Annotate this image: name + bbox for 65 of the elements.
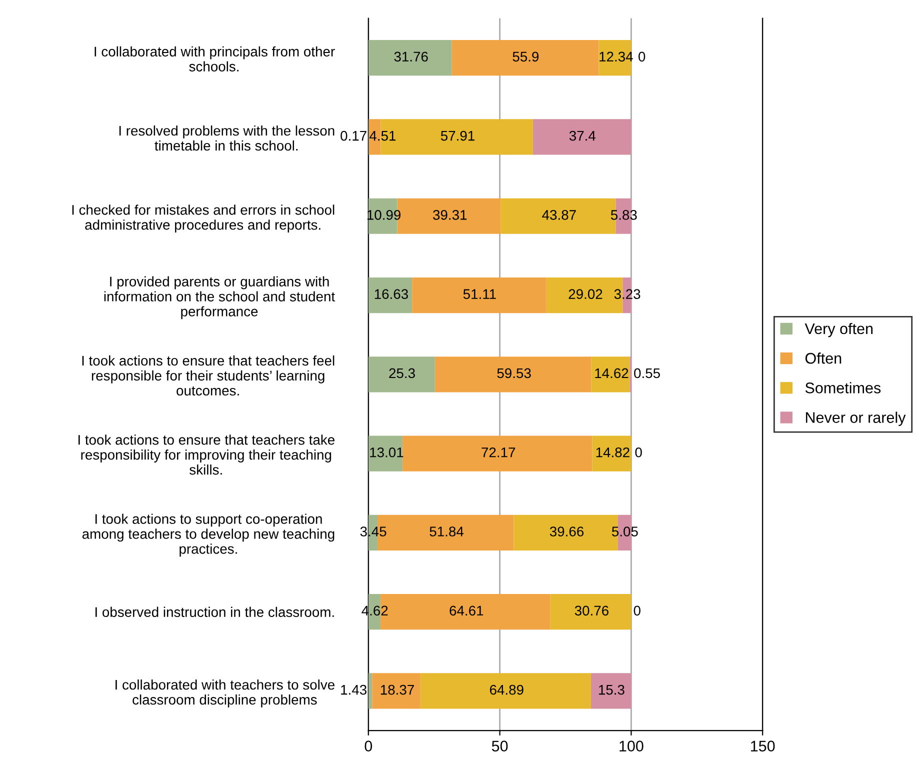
y-tick-label: I provided parents or guardians with information on the school and student performance	[104, 276, 335, 320]
y-tick-label: I collaborated with teachers to solve classroom discipline problems	[116, 679, 334, 708]
data-label: 43.87	[542, 210, 576, 220]
data-label: 14.62	[595, 368, 628, 378]
bar	[368, 673, 372, 709]
data-label: 0	[635, 447, 642, 458]
bar	[434, 356, 592, 392]
bar	[532, 119, 632, 155]
data-label: 0.17	[340, 130, 366, 141]
data-label: 39.66	[550, 526, 584, 536]
data-label: 31.76	[394, 52, 428, 62]
data-label: 64.89	[490, 684, 524, 695]
data-label: 5.83	[610, 210, 637, 220]
data-label: 0.55	[634, 368, 660, 378]
bar	[452, 40, 599, 76]
data-label: 14.82	[596, 447, 630, 458]
bar	[368, 40, 452, 76]
data-label: 15.3	[598, 684, 624, 695]
data-label: 51.84	[430, 526, 464, 536]
y-tick-label: I observed instruction in the classroom.	[96, 606, 334, 618]
x-tick-label: 50	[492, 740, 508, 752]
legend-label: Very often	[804, 322, 873, 338]
legend-label: Often	[805, 352, 842, 364]
bar	[368, 277, 412, 314]
data-label: 39.31	[433, 210, 467, 220]
data-label: 18.37	[380, 684, 414, 695]
x-tick-label: 0	[364, 740, 372, 752]
data-label: 55.9	[512, 52, 539, 62]
data-label: 25.3	[389, 368, 415, 378]
data-label: 30.76	[574, 606, 608, 616]
legend-label: Sometimes	[805, 382, 881, 394]
bar	[590, 673, 632, 709]
y-tick-label: I checked for mistakes and errors in school administrative procedures and reports.	[72, 204, 334, 233]
y-tick-label: I took actions to ensure that teachers take responsibility for improving their teaching skills.	[78, 434, 334, 475]
data-label: 3.23	[614, 289, 640, 299]
data-label: 64.61	[450, 606, 484, 616]
data-label: 51.11	[463, 289, 496, 299]
bar	[372, 673, 420, 709]
data-label: 0	[634, 606, 640, 616]
y-tick-label: I resolved problems with the lesson timetable in this school.	[119, 125, 334, 151]
data-label: 1.43	[341, 684, 366, 695]
data-label: 72.17	[482, 447, 516, 458]
y-tick-label: I took actions to ensure that teachers feel responsible for their students’ learning outcomes.	[82, 355, 334, 396]
data-label: 0	[638, 52, 646, 62]
bar	[592, 436, 632, 472]
bar	[412, 277, 546, 314]
data-label: 5.05	[612, 526, 638, 536]
bar	[420, 673, 591, 709]
data-label: 29.02	[568, 289, 602, 299]
data-label: 16.63	[374, 289, 408, 299]
x-tick-label: 150	[751, 740, 775, 752]
data-label: 37.4	[569, 130, 596, 141]
bar	[591, 356, 630, 392]
bar	[402, 436, 592, 472]
y-tick-label: I took actions to support co-operation among teachers to develop new teaching practices.	[82, 514, 334, 557]
data-label: 57.91	[440, 130, 474, 141]
x-tick-label: 100	[620, 740, 644, 752]
data-label: 59.53	[497, 368, 531, 378]
data-label: 13.01	[370, 447, 404, 458]
bar	[368, 356, 435, 392]
bar	[368, 436, 403, 472]
bar	[550, 594, 632, 630]
y-tick-label: I collaborated with principals from other schools.	[94, 46, 335, 72]
legend-label: Never or rarely	[806, 412, 906, 426]
data-label: 4.51	[370, 131, 396, 141]
